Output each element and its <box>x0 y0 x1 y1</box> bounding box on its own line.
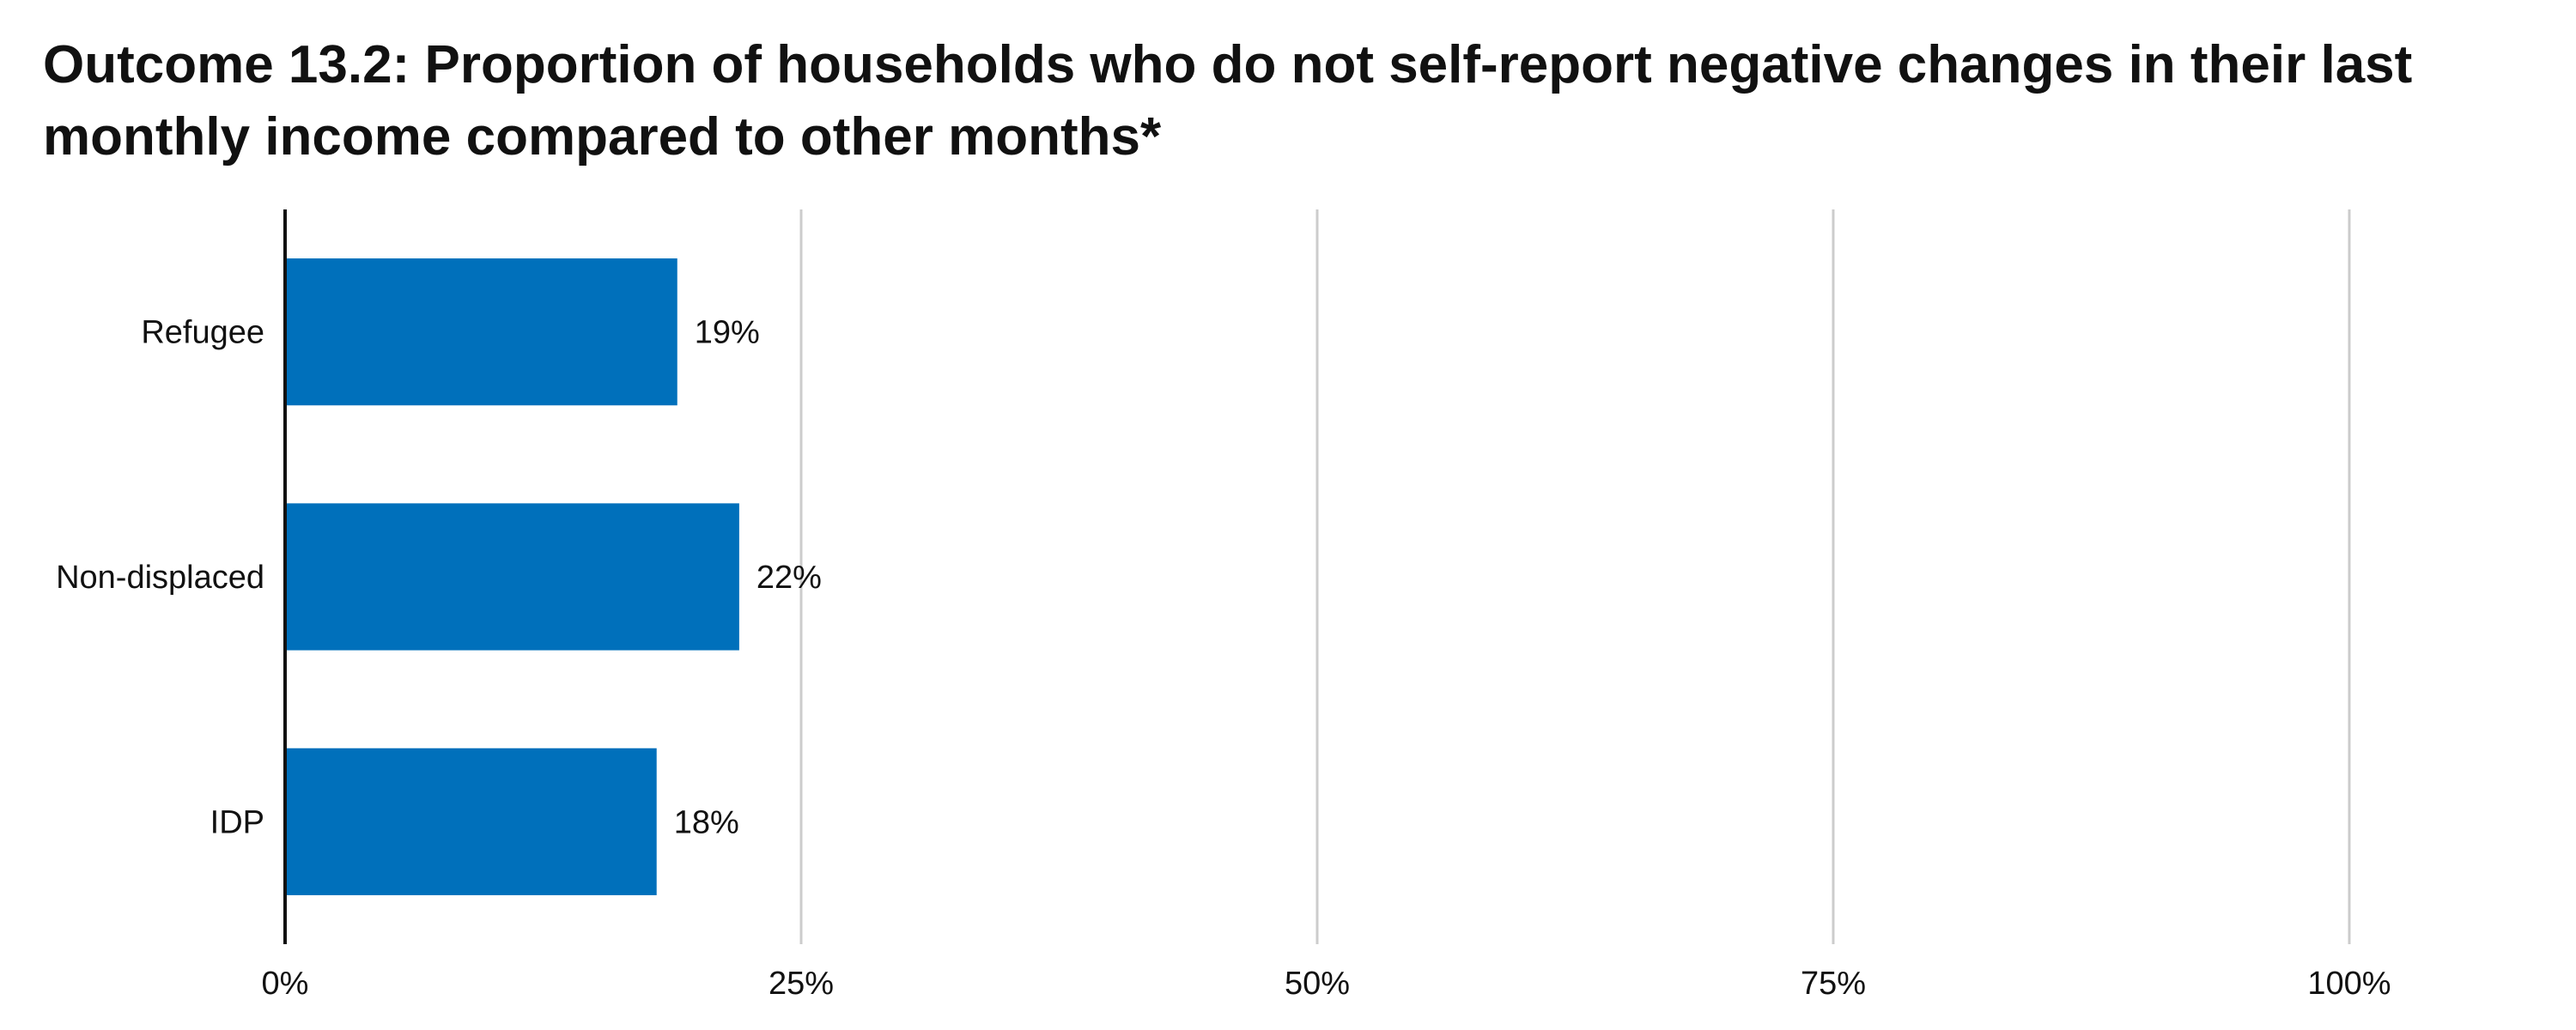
labels: 0% 25% 50% 75% 100% Refugee 19% Non-displaced 22… <box>56 315 2391 1002</box>
chart-title: Outcome 13.2: Proportion of households w… <box>43 35 2413 167</box>
data-label: 19% <box>695 315 760 351</box>
bars <box>285 258 739 895</box>
gridlines <box>799 209 2351 944</box>
category-label: IDP <box>210 804 264 840</box>
category-label: Refugee <box>141 315 264 351</box>
x-tick-label: 100% <box>2307 966 2391 1002</box>
data-label: 22% <box>756 560 822 596</box>
x-tick-label: 25% <box>769 966 834 1002</box>
data-label: 18% <box>674 804 739 840</box>
bar-refugee <box>285 258 677 406</box>
category-label: Non-displaced <box>56 560 264 596</box>
x-tick-label: 50% <box>1285 966 1350 1002</box>
bar-non-displaced <box>285 503 739 651</box>
x-tick-label: 75% <box>1801 966 1866 1002</box>
bar-idp <box>285 748 657 895</box>
x-tick-label: 0% <box>262 966 309 1002</box>
